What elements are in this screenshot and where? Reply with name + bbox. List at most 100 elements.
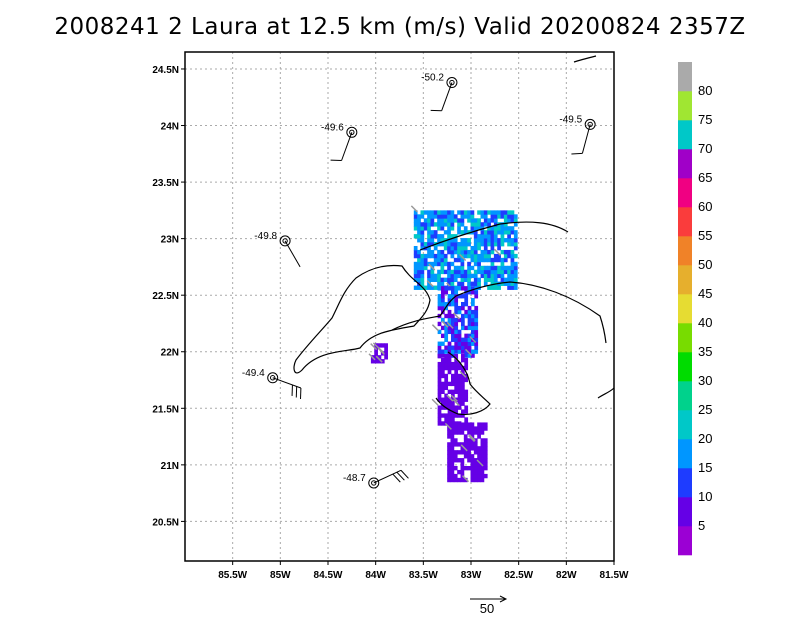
heatmap-cell: [450, 365, 455, 371]
heatmap-cell: [493, 269, 498, 275]
heatmap-cell: [450, 286, 455, 291]
heatmap-cell: [464, 337, 469, 342]
heatmap-cell: [457, 401, 462, 406]
heatmap-cell: [490, 261, 495, 267]
heatmap-cell: [483, 446, 488, 451]
heatmap-cell: [447, 286, 452, 291]
station-inner-circle: [349, 129, 355, 136]
heatmap-cell: [454, 385, 459, 391]
heatmap-cell: [437, 249, 441, 255]
heatmap-cell: [427, 273, 431, 279]
heatmap-cell: [480, 214, 485, 219]
heatmap-cell: [437, 381, 442, 387]
heatmap-cell: [471, 286, 475, 291]
heatmap-cell: [493, 234, 498, 239]
heatmap-cell: [430, 230, 435, 235]
heatmap-cell: [510, 285, 515, 290]
heatmap-cell: [470, 422, 475, 427]
heatmap-cell: [480, 446, 485, 451]
heatmap-cell: [474, 349, 479, 354]
heatmap-cell: [490, 245, 495, 251]
heatmap-cell: [480, 222, 485, 227]
heatmap-cell: [457, 393, 462, 398]
wind-vector-arrow: [462, 475, 470, 483]
heatmap-cell: [483, 249, 488, 255]
heatmap-cell: [440, 397, 445, 402]
heatmap-cell: [500, 222, 505, 227]
heatmap-cell: [440, 369, 445, 375]
heatmap-cell: [437, 286, 442, 291]
heatmap-cell: [460, 261, 465, 267]
heatmap-cell: [500, 230, 505, 235]
heatmap-cell: [460, 409, 465, 414]
heatmap-cell: [477, 253, 481, 259]
heatmap-cell: [483, 234, 488, 239]
heatmap-cell: [430, 277, 435, 283]
heatmap-cell: [490, 242, 495, 247]
heatmap-cell: [477, 281, 481, 286]
heatmap-cell: [450, 329, 455, 335]
heatmap-cell: [493, 230, 498, 235]
heatmap-cell: [471, 321, 475, 327]
heatmap-cell: [510, 230, 515, 235]
heatmap-cell: [450, 290, 455, 295]
heatmap-cell: [473, 477, 478, 483]
heatmap-cell: [464, 353, 469, 358]
wind-vector-arrow: [469, 335, 477, 343]
heatmap-cell: [490, 210, 495, 215]
heatmap-cell: [457, 337, 462, 342]
heatmap-cell: [457, 281, 461, 286]
station-inner-circle: [270, 375, 276, 381]
heatmap-cell: [463, 422, 468, 427]
heatmap-cell: [460, 389, 465, 394]
heatmap-cell: [483, 242, 488, 247]
heatmap-cell: [433, 285, 438, 290]
heatmap-cell: [477, 450, 481, 455]
heatmap-cell: [413, 226, 418, 231]
heatmap-cell: [473, 253, 478, 259]
heatmap-cell: [483, 218, 488, 223]
heatmap-cell: [460, 477, 465, 483]
heatmap-cell: [507, 285, 511, 290]
heatmap-cell: [437, 277, 441, 283]
heatmap-cell: [457, 365, 462, 371]
heatmap-cell: [483, 450, 488, 455]
heatmap-cell: [490, 214, 495, 219]
heatmap-cell: [440, 381, 445, 387]
x-tick-label: 85.5W: [218, 570, 247, 581]
heatmap-cell: [473, 438, 478, 443]
heatmap-cell: [413, 214, 418, 219]
heatmap-cell: [444, 313, 449, 319]
heatmap-cell: [460, 230, 465, 235]
heatmap-cell: [427, 249, 431, 255]
heatmap-cell: [450, 446, 455, 451]
heatmap-cell: [447, 469, 451, 475]
reference-vector: 50: [470, 595, 508, 616]
heatmap-cell: [464, 333, 469, 339]
heatmap-cell: [463, 245, 468, 251]
heatmap-cell: [513, 269, 518, 275]
heatmap-cell: [460, 446, 465, 451]
heatmap-cell: [413, 265, 418, 271]
heatmap-cell: [513, 242, 518, 247]
heatmap-cell: [513, 218, 518, 223]
heatmap-cell: [417, 257, 421, 263]
heatmap-cell: [437, 261, 441, 267]
heatmap-cell: [471, 298, 475, 303]
heatmap-cell: [483, 426, 488, 431]
heatmap-cell: [477, 454, 481, 459]
heatmap-cell: [444, 361, 449, 367]
heatmap-cell: [453, 454, 458, 459]
heatmap-cell: [471, 353, 475, 358]
heatmap-cell: [483, 253, 488, 259]
heatmap-cell: [467, 442, 471, 447]
heatmap-cell: [433, 214, 438, 219]
heatmap-cell: [444, 385, 449, 391]
heatmap-cell: [447, 401, 452, 406]
heatmap-cell: [457, 245, 461, 251]
heatmap-cell: [464, 341, 469, 346]
heatmap-cell: [477, 238, 481, 243]
heatmap-cell: [460, 286, 465, 291]
heatmap-cell: [440, 242, 445, 247]
heatmap-cell: [450, 298, 455, 303]
